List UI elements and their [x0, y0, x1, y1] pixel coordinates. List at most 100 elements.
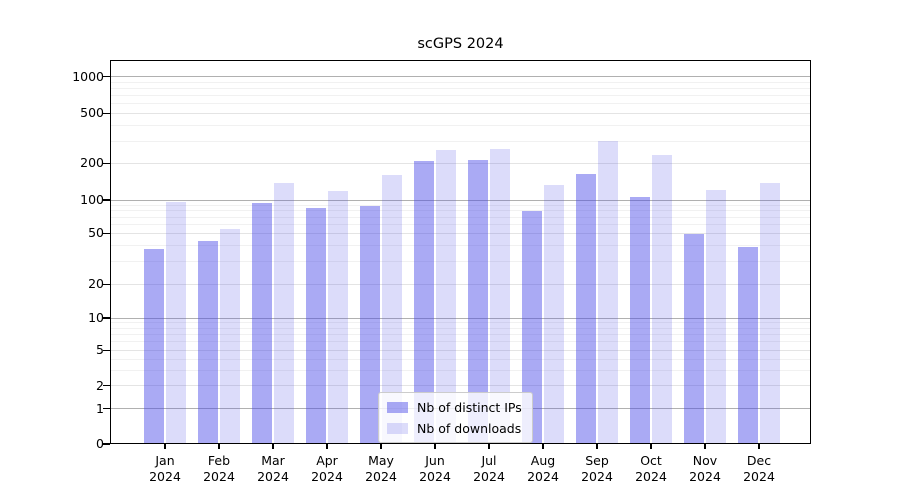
y-tick-mark — [103, 384, 110, 387]
bar-distinct-ips-jun — [414, 160, 434, 444]
x-tick-label: Jan 2024 — [137, 453, 193, 485]
y-tick-mark — [103, 162, 110, 165]
gridline — [110, 322, 811, 324]
gridline — [110, 224, 811, 226]
gridline — [110, 199, 811, 201]
y-tick-label: 100 — [80, 192, 104, 207]
y-tick-label: 20 — [88, 276, 104, 292]
x-tick-mark — [704, 444, 706, 449]
bar-distinct-ips-jul — [468, 159, 488, 444]
legend-item: Nb of distinct IPs — [387, 398, 522, 416]
bar-downloads-aug — [544, 185, 564, 444]
gridline — [110, 341, 811, 343]
y-tick-label: 10 — [88, 310, 104, 325]
x-tick-mark — [596, 444, 598, 449]
gridline — [110, 76, 811, 77]
x-tick-year: 2024 — [149, 469, 181, 484]
bar-distinct-ips-nov — [684, 233, 704, 444]
gridline — [110, 140, 811, 142]
y-tick-label: 1 — [96, 400, 104, 416]
x-tick-mark — [434, 444, 436, 449]
x-tick-mark — [326, 444, 328, 449]
x-tick-mark — [272, 444, 274, 449]
y-tick-label: 500 — [80, 105, 104, 121]
legend: Nb of distinct IPs Nb of downloads — [378, 392, 533, 443]
x-tick-label: Oct 2024 — [623, 453, 679, 485]
x-tick-month: Jan — [155, 453, 175, 468]
gridline — [110, 232, 811, 234]
x-tick-mark — [164, 444, 166, 449]
x-tick-label: Jul 2024 — [461, 453, 517, 485]
bar-distinct-ips-oct — [630, 197, 650, 444]
x-tick-label: Jun 2024 — [407, 453, 463, 485]
y-tick-label: 0 — [96, 436, 104, 451]
x-tick-year: 2024 — [635, 469, 667, 484]
bar-downloads-nov — [706, 190, 726, 444]
y-tick-mark — [103, 317, 110, 319]
gridline — [110, 87, 811, 89]
legend-swatch-icon — [387, 401, 408, 413]
x-tick-month: Jul — [481, 453, 497, 468]
x-tick-month: Dec — [746, 453, 772, 468]
x-tick-year: 2024 — [257, 469, 289, 484]
x-tick-year: 2024 — [365, 469, 397, 484]
x-tick-label: Sep 2024 — [569, 453, 625, 485]
legend-label: Nb of distinct IPs — [417, 399, 522, 415]
gridline — [110, 125, 811, 127]
x-tick-label: Feb 2024 — [191, 453, 247, 485]
bar-downloads-jan — [166, 202, 186, 444]
gridline — [110, 261, 811, 263]
bar-distinct-ips-mar — [252, 203, 272, 444]
bar-distinct-ips-feb — [198, 240, 218, 444]
gridline — [110, 327, 811, 329]
y-tick-mark — [103, 75, 110, 78]
x-tick-label: Nov 2024 — [677, 453, 733, 485]
y-tick-mark — [103, 407, 110, 410]
x-tick-year: 2024 — [743, 469, 775, 484]
x-tick-year: 2024 — [203, 469, 235, 484]
y-tick-label: 1000 — [72, 68, 104, 84]
gridline — [110, 112, 811, 114]
gridline — [110, 162, 811, 164]
gridline — [110, 103, 811, 105]
x-tick-month: Nov — [692, 453, 718, 468]
gridline — [110, 385, 811, 387]
legend-label: Nb of downloads — [417, 420, 522, 436]
gridline — [110, 245, 811, 247]
gridline — [110, 81, 811, 83]
plot-area — [110, 60, 811, 444]
y-tick-mark — [103, 283, 110, 286]
gridline — [110, 334, 811, 336]
x-tick-year: 2024 — [527, 469, 559, 484]
y-tick-label: 200 — [80, 155, 104, 171]
gridline — [110, 216, 811, 218]
y-tick-mark — [103, 443, 110, 445]
x-tick-mark — [380, 444, 382, 449]
y-tick-mark — [103, 199, 110, 201]
x-tick-month: Sep — [585, 453, 609, 468]
bar-downloads-apr — [328, 191, 348, 444]
bar-downloads-mar — [274, 183, 294, 444]
x-tick-mark — [758, 444, 760, 449]
bar-downloads-oct — [652, 154, 672, 444]
x-tick-year: 2024 — [689, 469, 721, 484]
gridline — [110, 210, 811, 212]
gridline — [110, 95, 811, 97]
bar-distinct-ips-jan — [144, 248, 164, 444]
x-tick-year: 2024 — [473, 469, 505, 484]
y-tick-mark — [103, 232, 110, 235]
x-tick-year: 2024 — [581, 469, 613, 484]
x-tick-label: Apr 2024 — [299, 453, 355, 485]
bar-downloads-jun — [436, 150, 456, 444]
gridline — [110, 317, 811, 319]
x-tick-month: Jun — [425, 453, 445, 468]
bar-downloads-dec — [760, 183, 780, 444]
bar-distinct-ips-apr — [306, 207, 326, 444]
legend-item: Nb of downloads — [387, 419, 522, 437]
gridline — [110, 369, 811, 371]
x-tick-month: Apr — [316, 453, 338, 468]
x-tick-mark — [488, 444, 490, 449]
x-tick-mark — [218, 444, 220, 449]
y-tick-mark — [103, 349, 110, 352]
